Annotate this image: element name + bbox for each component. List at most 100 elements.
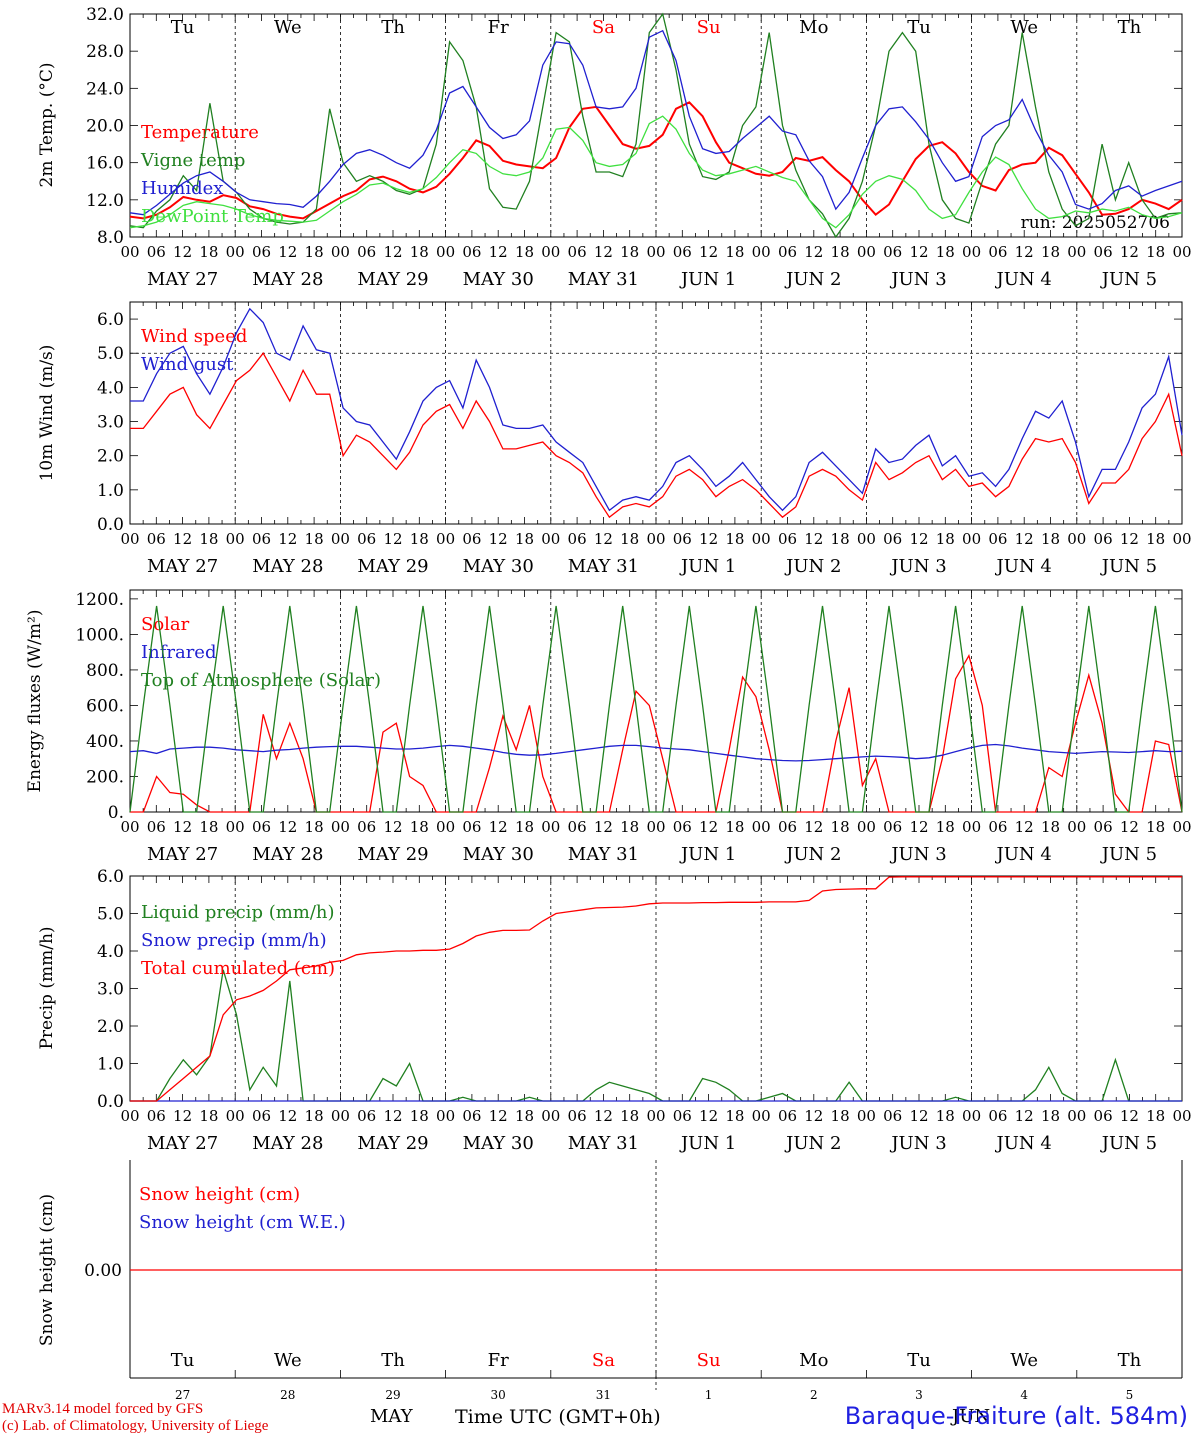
hour-tick-label: 00 (962, 243, 981, 261)
hour-tick-label: 18 (1146, 1107, 1165, 1125)
date-label: JUN 3 (889, 844, 946, 865)
hour-tick-label: 12 (594, 818, 613, 836)
hour-tick-label: 18 (515, 818, 534, 836)
hour-tick-label: 12 (1120, 818, 1139, 836)
hour-tick-label: 12 (383, 243, 402, 261)
legend-entry: Snow precip (mm/h) (141, 930, 327, 951)
hour-tick-label: 12 (173, 818, 192, 836)
hour-tick-label: 06 (988, 530, 1007, 548)
series-line (129, 12, 1183, 239)
weekday-label: Th (1118, 1350, 1142, 1371)
hour-tick-label: 06 (462, 243, 481, 261)
y-tick-label: 0.0 (97, 515, 124, 535)
hour-tick-label: 12 (383, 1107, 402, 1125)
hour-tick-label: 12 (173, 243, 192, 261)
hour-tick-label: 12 (699, 530, 718, 548)
y-axis-title: Precip (mm/h) (37, 926, 57, 1049)
hour-tick-label: 00 (1172, 530, 1191, 548)
hour-tick-label: 06 (147, 1107, 166, 1125)
hour-tick-label: 18 (515, 1107, 534, 1125)
y-axis-title: 2m Temp. (°C) (37, 62, 57, 187)
hour-tick-label: 06 (883, 243, 902, 261)
hour-tick-label: 00 (857, 818, 876, 836)
series-line (130, 654, 1183, 813)
hour-tick-label: 18 (1041, 818, 1060, 836)
date-label: JUN 1 (679, 556, 736, 577)
hour-tick-label: 12 (383, 818, 402, 836)
hour-tick-label: 00 (120, 530, 139, 548)
hour-tick-label: 00 (436, 818, 455, 836)
date-label: MAY 30 (463, 1133, 534, 1154)
hour-tick-label: 12 (278, 818, 297, 836)
hour-tick-label: 06 (988, 243, 1007, 261)
weekday-label: Tu (171, 17, 195, 38)
hour-tick-label: 00 (436, 530, 455, 548)
hour-tick-label: 00 (226, 818, 245, 836)
day-number-label: 2 (810, 1388, 818, 1402)
hour-tick-label: 18 (199, 243, 218, 261)
weekday-label: We (274, 17, 302, 38)
hour-tick-label: 06 (568, 1107, 587, 1125)
hour-tick-label: 06 (988, 1107, 1007, 1125)
hour-tick-label: 06 (673, 818, 692, 836)
hour-tick-label: 06 (147, 818, 166, 836)
date-label: JUN 4 (995, 556, 1052, 577)
hour-tick-label: 12 (1120, 1107, 1139, 1125)
date-label: MAY 27 (147, 844, 218, 865)
date-label: MAY 30 (463, 556, 534, 577)
credits: MARv3.14 model forced by GFS (c) Lab. of… (2, 1401, 268, 1435)
hour-tick-label: 12 (909, 1107, 928, 1125)
hour-tick-label: 18 (305, 530, 324, 548)
date-label: JUN 5 (1100, 269, 1157, 290)
credit-line-2: (c) Lab. of Climatology, University of L… (2, 1418, 269, 1434)
weekday-label: Mo (799, 17, 828, 38)
hour-tick-label: 06 (147, 530, 166, 548)
hour-tick-label: 06 (252, 243, 271, 261)
hour-tick-label: 00 (752, 1107, 771, 1125)
date-label: MAY 31 (568, 1133, 639, 1154)
hour-tick-label: 00 (436, 243, 455, 261)
day-number-label: 4 (1020, 1388, 1028, 1402)
y-tick-label: 1.0 (97, 481, 124, 501)
hour-tick-label: 18 (1041, 243, 1060, 261)
y-axis-title: Energy fluxes (W/m²) (25, 610, 45, 793)
date-label: MAY 27 (147, 269, 218, 290)
hour-tick-label: 12 (173, 530, 192, 548)
hour-tick-label: 06 (1094, 530, 1113, 548)
hour-tick-label: 00 (331, 1107, 350, 1125)
hour-tick-label: 12 (489, 243, 508, 261)
weekday-label: Th (381, 1350, 405, 1371)
hour-tick-label: 00 (1067, 1107, 1086, 1125)
legend-entry: Temperature (141, 122, 259, 143)
series-line (129, 115, 1183, 229)
date-label: JUN 5 (1100, 1133, 1157, 1154)
day-number-label: 27 (175, 1388, 190, 1402)
hour-tick-label: 12 (909, 530, 928, 548)
hour-tick-label: 06 (673, 530, 692, 548)
hour-tick-label: 06 (1094, 818, 1113, 836)
legend-entry: Wind speed (141, 326, 247, 347)
hour-tick-label: 12 (594, 530, 613, 548)
weekday-label: Mo (799, 1350, 828, 1371)
date-label: MAY 29 (357, 269, 428, 290)
hour-tick-label: 12 (804, 818, 823, 836)
y-tick-label: 5.0 (97, 344, 124, 364)
hour-tick-label: 18 (410, 1107, 429, 1125)
hour-tick-label: 12 (1015, 243, 1034, 261)
hour-tick-label: 00 (962, 1107, 981, 1125)
series-line (129, 605, 1183, 813)
date-label: MAY 28 (252, 556, 323, 577)
weekday-label: Fr (488, 17, 509, 38)
weekday-label: Sa (592, 1350, 615, 1371)
hour-tick-label: 18 (305, 243, 324, 261)
hour-tick-label: 12 (594, 243, 613, 261)
hour-tick-label: 06 (778, 818, 797, 836)
hour-tick-label: 00 (541, 1107, 560, 1125)
weekday-label: Su (697, 17, 721, 38)
y-tick-label: 28.0 (86, 42, 124, 62)
hour-tick-label: 00 (120, 818, 139, 836)
hour-tick-label: 00 (752, 530, 771, 548)
hour-tick-label: 00 (436, 1107, 455, 1125)
legend-entry: Liquid precip (mm/h) (141, 902, 335, 923)
y-tick-label: 400. (86, 732, 124, 752)
